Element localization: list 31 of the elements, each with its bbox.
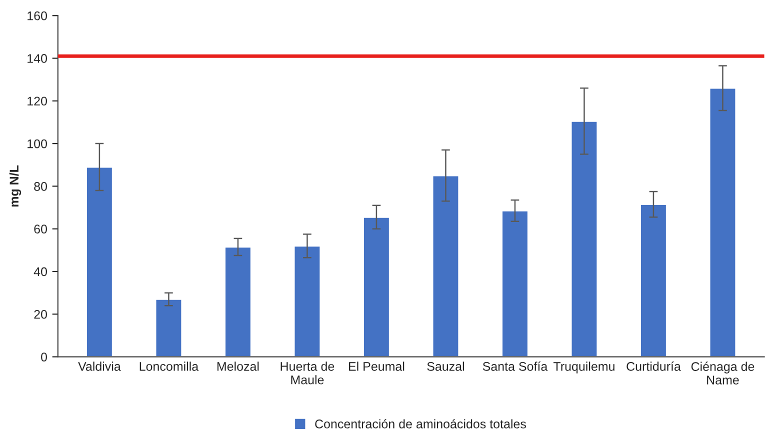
y-tick-label: 20 <box>34 310 47 319</box>
bar <box>501 210 529 357</box>
bar <box>86 166 114 357</box>
y-tick-label: 100 <box>28 139 47 148</box>
y-tick-label: 160 <box>28 11 47 20</box>
y-tick-label: 80 <box>34 182 47 191</box>
y-tick-label: 40 <box>34 267 47 276</box>
y-tick-label: 120 <box>28 96 47 106</box>
bar <box>293 245 322 357</box>
x-tick-label: Santa Sofía <box>482 362 548 371</box>
bar <box>432 174 460 357</box>
x-tick-label: Sauzal <box>427 362 464 371</box>
y-axis-title: mg N/L <box>9 165 22 207</box>
bar <box>154 298 183 357</box>
x-tick-label: Melozal <box>217 362 259 371</box>
x-tick-label: Truquilemu <box>553 362 614 374</box>
x-tick-label: El Peumal <box>349 362 404 371</box>
x-tick-label: Curtiduría <box>626 362 681 371</box>
bar <box>708 87 737 357</box>
x-tick-label: Huerta de Maule <box>280 362 334 384</box>
bar <box>224 246 252 357</box>
y-tick-label: 0 <box>41 352 47 362</box>
x-tick-label: Ciénaga de Name <box>691 362 754 384</box>
y-tick-label: 60 <box>34 224 47 234</box>
x-tick-label: Valdivia <box>78 362 121 371</box>
bar <box>570 120 598 357</box>
y-tick-label: 140 <box>28 54 47 63</box>
x-tick-label: Loncomilla <box>140 362 199 371</box>
bar <box>362 216 390 357</box>
bar <box>640 204 668 357</box>
legend-label: Concentración de aminoácidos totales <box>315 419 526 428</box>
